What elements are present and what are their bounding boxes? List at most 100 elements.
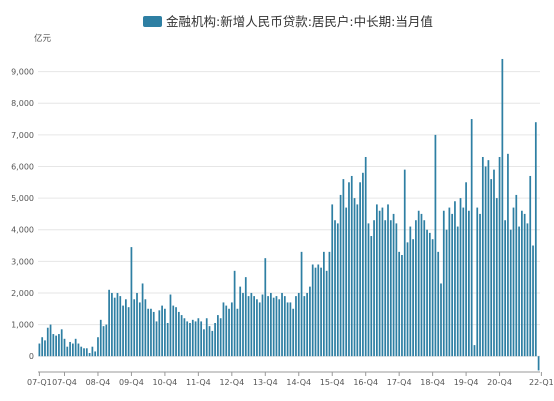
bar[interactable] — [509, 229, 512, 357]
bar[interactable] — [309, 286, 311, 357]
bar[interactable] — [272, 297, 275, 357]
bar[interactable] — [518, 226, 520, 357]
bar[interactable] — [122, 305, 124, 357]
bar[interactable] — [85, 348, 88, 357]
bar[interactable] — [217, 315, 219, 357]
bar[interactable] — [401, 255, 403, 357]
bar[interactable] — [504, 220, 506, 357]
bar[interactable] — [320, 267, 322, 357]
bar[interactable] — [172, 305, 175, 357]
bar[interactable] — [233, 270, 236, 357]
bar[interactable] — [133, 299, 136, 357]
bar[interactable] — [113, 297, 116, 357]
bar[interactable] — [239, 286, 242, 357]
bar[interactable] — [77, 343, 80, 357]
bar[interactable] — [498, 156, 501, 357]
bar[interactable] — [275, 296, 278, 357]
bar[interactable] — [222, 302, 225, 357]
bar[interactable] — [406, 242, 409, 357]
bar[interactable] — [124, 299, 127, 357]
bar[interactable] — [214, 322, 216, 357]
bar[interactable] — [205, 318, 208, 357]
bar[interactable] — [428, 232, 431, 357]
bar[interactable] — [180, 315, 183, 357]
bar[interactable] — [459, 198, 462, 357]
bar[interactable] — [177, 311, 180, 357]
bar[interactable] — [80, 346, 83, 357]
bar[interactable] — [253, 296, 255, 357]
bar[interactable] — [348, 182, 350, 357]
bar[interactable] — [454, 201, 456, 357]
bar[interactable] — [384, 220, 387, 357]
bar[interactable] — [138, 302, 141, 357]
bar[interactable] — [60, 329, 63, 357]
bar[interactable] — [334, 220, 336, 357]
bar[interactable] — [150, 308, 152, 357]
bar[interactable] — [395, 223, 398, 357]
bar[interactable] — [306, 292, 308, 357]
bar[interactable] — [423, 220, 426, 357]
bar[interactable] — [314, 267, 317, 357]
bar[interactable] — [197, 318, 200, 357]
bar[interactable] — [175, 307, 177, 357]
bar[interactable] — [158, 310, 161, 357]
bar[interactable] — [487, 160, 490, 357]
bar[interactable] — [219, 318, 222, 357]
bar[interactable] — [409, 226, 412, 357]
bar[interactable] — [323, 251, 325, 357]
bar[interactable] — [141, 283, 144, 357]
bar[interactable] — [49, 324, 52, 357]
bar[interactable] — [66, 346, 69, 357]
bar[interactable] — [144, 299, 147, 357]
bar[interactable] — [152, 311, 155, 357]
bar[interactable] — [532, 245, 534, 357]
bar[interactable] — [417, 210, 420, 357]
bar[interactable] — [83, 348, 85, 357]
bar[interactable] — [261, 294, 264, 357]
bar[interactable] — [325, 270, 328, 357]
bar[interactable] — [437, 251, 440, 357]
bar[interactable] — [367, 223, 370, 357]
bar[interactable] — [91, 346, 94, 357]
bar[interactable] — [350, 175, 353, 357]
bar[interactable] — [534, 122, 537, 357]
bar[interactable] — [247, 296, 250, 357]
bar[interactable] — [420, 213, 423, 357]
bar[interactable] — [345, 207, 348, 357]
bar[interactable] — [300, 251, 303, 357]
bar[interactable] — [147, 308, 150, 357]
bar[interactable] — [529, 175, 532, 357]
bar[interactable] — [537, 356, 540, 371]
bar[interactable] — [74, 338, 77, 357]
bar[interactable] — [426, 229, 428, 357]
bar[interactable] — [523, 213, 526, 357]
bar[interactable] — [38, 343, 41, 357]
bar[interactable] — [479, 213, 481, 357]
bar[interactable] — [398, 251, 401, 357]
bar[interactable] — [297, 292, 300, 357]
bar[interactable] — [381, 207, 384, 357]
bar[interactable] — [512, 207, 515, 357]
bar[interactable] — [289, 302, 292, 357]
bar[interactable] — [295, 296, 297, 357]
bar[interactable] — [94, 351, 97, 357]
bar[interactable] — [336, 223, 339, 357]
bar[interactable] — [264, 258, 267, 357]
bar[interactable] — [52, 334, 55, 357]
bar[interactable] — [495, 198, 498, 357]
bar[interactable] — [161, 305, 163, 357]
bar[interactable] — [389, 220, 392, 357]
bar[interactable] — [194, 321, 197, 357]
bar[interactable] — [256, 299, 258, 357]
bar[interactable] — [72, 343, 74, 357]
bar[interactable] — [456, 226, 459, 357]
bar[interactable] — [378, 210, 381, 357]
bar[interactable] — [468, 210, 470, 357]
bar[interactable] — [130, 247, 133, 357]
bar[interactable] — [521, 210, 523, 357]
bar[interactable] — [434, 134, 437, 357]
bar[interactable] — [189, 322, 191, 357]
bar[interactable] — [99, 319, 102, 357]
bar[interactable] — [331, 204, 334, 357]
bar[interactable] — [501, 58, 504, 357]
